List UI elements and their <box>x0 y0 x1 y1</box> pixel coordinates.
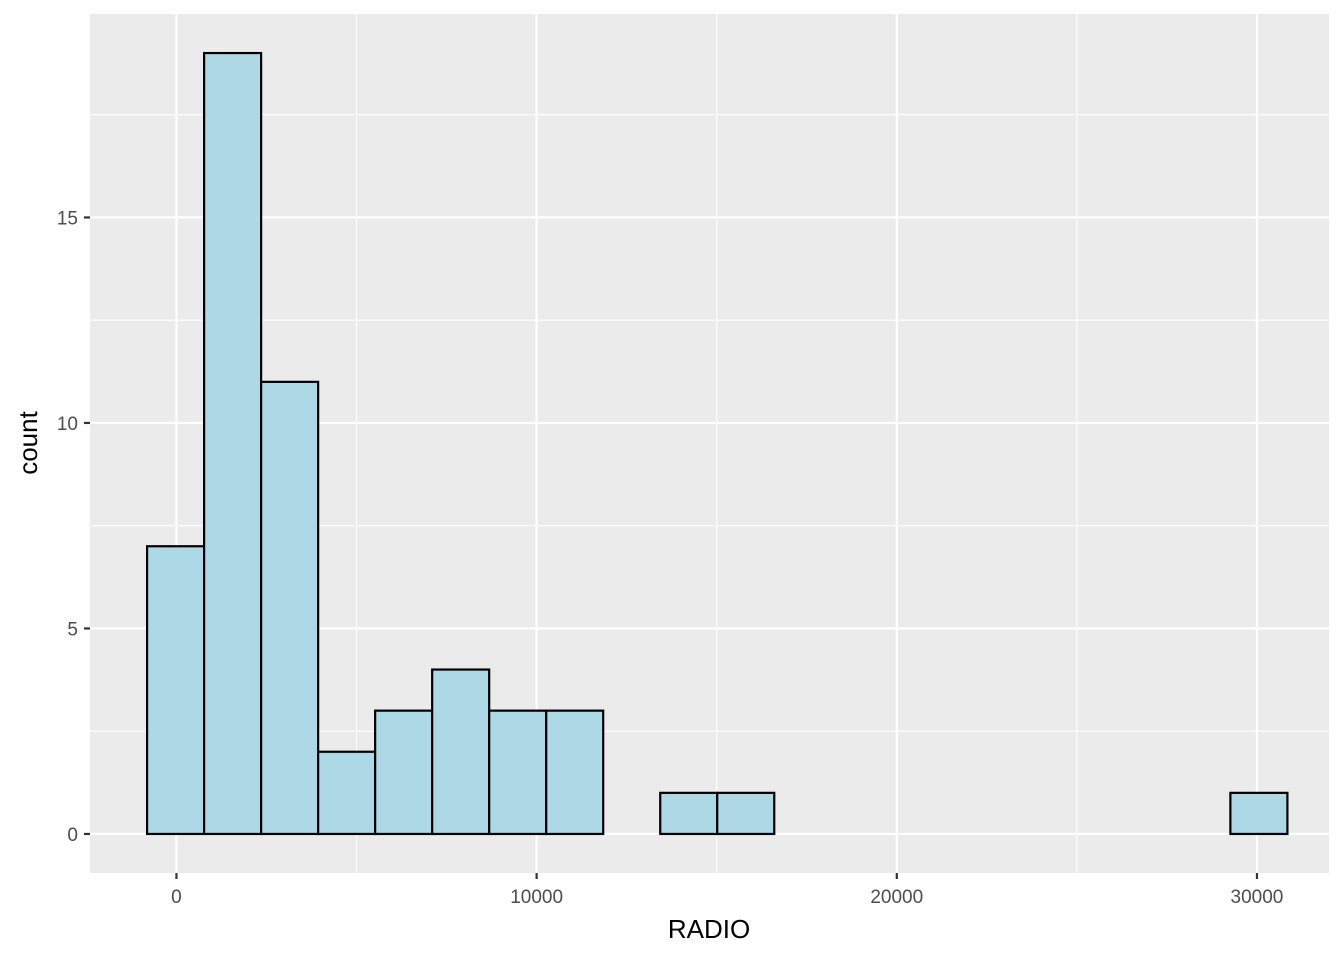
histogram-bar <box>260 380 320 836</box>
histogram-bar <box>659 791 719 836</box>
axes: 0 10000 20000 30000 0 5 10 15 <box>57 208 1284 908</box>
x-tick-label: 30000 <box>1231 887 1284 908</box>
x-axis-title: RADIO <box>668 914 750 944</box>
x-tick-label: 20000 <box>870 887 923 908</box>
histogram-bar <box>488 709 548 836</box>
y-tick-label: 15 <box>57 208 78 229</box>
histogram-bar <box>545 709 605 836</box>
histogram-bar <box>374 709 434 836</box>
x-tick-label: 10000 <box>510 887 563 908</box>
histogram-bar <box>431 668 491 836</box>
histogram-bar <box>716 791 776 836</box>
histogram-bar <box>1229 791 1289 836</box>
gridlines <box>90 14 1329 873</box>
y-axis-title: count <box>13 410 43 474</box>
histogram-bar <box>317 750 377 836</box>
y-tick-label: 10 <box>57 414 78 435</box>
y-tick-label: 5 <box>67 619 78 640</box>
histogram-bar <box>145 545 206 836</box>
x-tick-label: 0 <box>171 887 182 908</box>
y-tick-label: 0 <box>67 825 78 846</box>
bars <box>145 51 1289 836</box>
histogram-bar <box>203 51 263 836</box>
